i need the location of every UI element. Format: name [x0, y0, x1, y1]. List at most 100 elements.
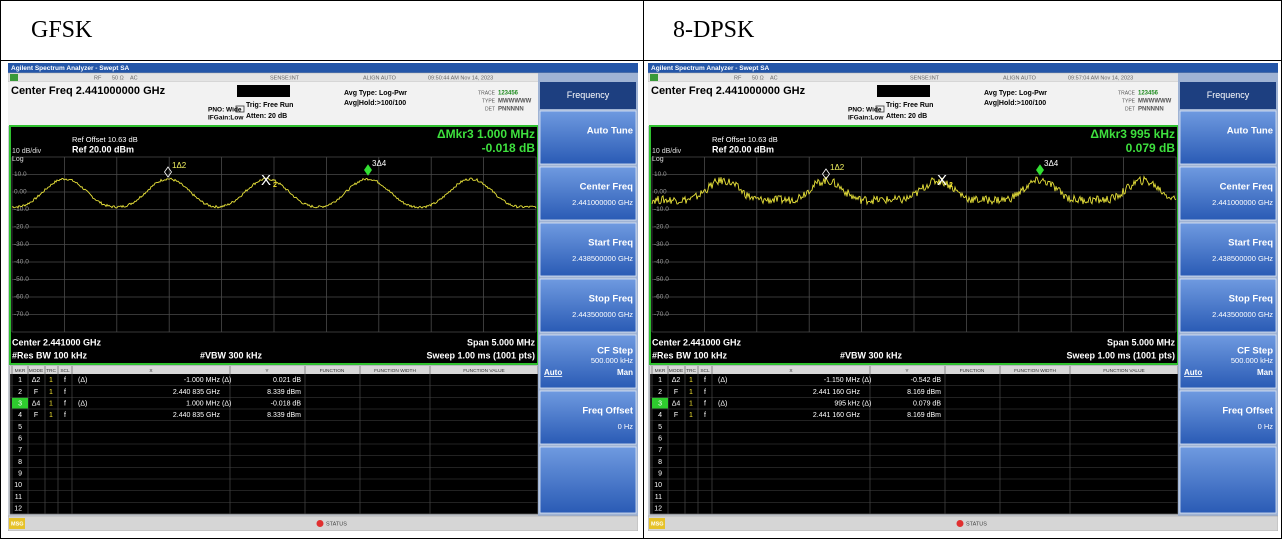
cell-mode: Δ4	[672, 401, 681, 408]
sweep-label: Sweep 1.00 ms (1001 pts)	[426, 350, 535, 360]
cell-scl: f	[64, 377, 66, 384]
center-label: Center 2.441000 GHz	[652, 337, 742, 347]
cell-x: 2.441 160 GHz	[813, 389, 861, 396]
cell-y: 8.169 dBm	[907, 412, 941, 419]
cell-mkr: 7	[658, 447, 662, 454]
res-bw: #Res BW 100 kHz	[652, 350, 728, 360]
cell-mkr: 9	[658, 471, 662, 478]
softkey-value: 2.441000000 GHz	[1212, 198, 1273, 207]
vbw: #VBW 300 kHz	[200, 350, 263, 360]
lxi-icon	[650, 74, 658, 81]
pno-icon	[875, 105, 885, 113]
marker-diamond	[164, 166, 172, 178]
table-header: Y	[265, 368, 269, 374]
trace-label: TRACE	[1118, 90, 1136, 96]
trace	[651, 175, 1177, 206]
softkey	[539, 110, 637, 165]
status-item: SENSE:INT	[910, 75, 940, 81]
cell-scl: f	[704, 389, 706, 396]
pno: PNO: Wide	[208, 107, 242, 114]
table-header: FUNCTION WIDTH	[374, 368, 416, 374]
softkey-label: Auto Tune	[1227, 126, 1273, 137]
status-item: RF	[94, 75, 102, 81]
cell-mkr: 9	[18, 471, 22, 478]
status-item: AC	[130, 75, 138, 81]
log-label: Log	[652, 156, 664, 163]
y-label: -20.0	[654, 224, 669, 231]
cell-x: 1.000 MHz	[186, 401, 220, 408]
cell-scl: f	[64, 401, 66, 408]
cell-x-fn: (Δ)	[78, 401, 87, 408]
trace-label: DET	[1125, 106, 1135, 112]
ref-offset: Ref Offset 10.63 dB	[712, 135, 778, 144]
cell-y: 8.339 dBm	[267, 412, 301, 419]
softkey-value: 2.438500000 GHz	[572, 254, 633, 263]
y-label: 0.00	[654, 189, 667, 196]
scale: 10 dB/div	[12, 148, 42, 155]
table-header: X	[149, 368, 153, 374]
softkey-option: Man	[617, 368, 633, 377]
softkey-label: Auto Tune	[587, 126, 633, 137]
cell-scl: f	[704, 401, 706, 408]
ref-level: Ref 20.00 dBm	[72, 144, 134, 154]
cell-scl: f	[64, 389, 66, 396]
softkey-title: Frequency	[567, 90, 610, 100]
marker-table-header	[650, 366, 1178, 374]
cell-y-fn: (Δ)	[862, 401, 871, 408]
cell-trc: 1	[689, 389, 693, 396]
cell-x: 2.441 160 GHz	[813, 412, 861, 419]
y-label: -10.0	[14, 206, 29, 213]
status-icon	[956, 520, 964, 527]
softkey-value: 0 Hz	[1258, 422, 1274, 431]
table-header: FUNCTION VALUE	[1103, 368, 1145, 374]
y-label: -70.0	[654, 311, 669, 318]
cell-y: 0.021 dB	[273, 377, 301, 384]
cell-mkr: 10	[654, 482, 662, 489]
row-highlight	[12, 397, 28, 409]
pno: PNO: Wide	[848, 107, 882, 114]
vbw: #VBW 300 kHz	[840, 350, 903, 360]
marker-diamond	[822, 168, 830, 180]
cell-mode: F	[674, 412, 678, 419]
row-divider	[1, 60, 1281, 61]
center-freq-title: Center Freq 2.441000000 GHz	[11, 85, 166, 97]
status-item: RF	[734, 75, 742, 81]
softkey-title: Frequency	[1207, 90, 1250, 100]
trace	[11, 177, 537, 209]
cell-scl: f	[64, 412, 66, 419]
cell-mkr: 1	[18, 377, 22, 384]
cell-x: -1.000 MHz	[184, 377, 221, 384]
trace-value: PNNNNN	[498, 107, 524, 113]
trace-value: 123456	[1138, 91, 1159, 97]
y-label: -10.0	[654, 206, 669, 213]
status-item: AC	[770, 75, 778, 81]
table-header: MODE	[669, 368, 683, 374]
marker-sub: 2	[949, 182, 953, 189]
cell-mkr: 5	[658, 424, 662, 431]
cell-y: 0.079 dB	[913, 401, 941, 408]
marker-table	[649, 365, 1179, 515]
marker-label: 1Δ2	[172, 161, 187, 170]
table-header: FUNCTION VALUE	[463, 368, 505, 374]
cell-y-fn: (Δ)	[222, 401, 231, 408]
cell-x-fn: (Δ)	[718, 377, 727, 384]
center-label: Center 2.441000 GHz	[12, 337, 102, 347]
softkey-label: Center Freq	[580, 182, 634, 193]
column-divider	[643, 1, 644, 538]
cell-mkr: 12	[14, 506, 22, 513]
status-item: 50 Ω	[752, 75, 764, 81]
trig: Trig: Free Run	[246, 102, 293, 109]
status-item: ALIGN AUTO	[1003, 75, 1037, 81]
res-bw: #Res BW 100 kHz	[12, 350, 88, 360]
softkey-empty	[1179, 446, 1277, 514]
softkey-value: 2.441000000 GHz	[572, 198, 633, 207]
softkey	[539, 222, 637, 277]
y-label: -70.0	[14, 311, 29, 318]
softkey-value: 500.000 kHz	[1231, 356, 1273, 365]
softkey-empty	[539, 446, 637, 514]
table-header: X	[789, 368, 793, 374]
cell-y: 8.169 dBm	[907, 389, 941, 396]
avg-hold: Avg|Hold:>100/100	[344, 100, 406, 107]
avg-type: Avg Type: Log-Pwr	[344, 90, 407, 97]
cell-x: 2.440 835 GHz	[173, 389, 221, 396]
